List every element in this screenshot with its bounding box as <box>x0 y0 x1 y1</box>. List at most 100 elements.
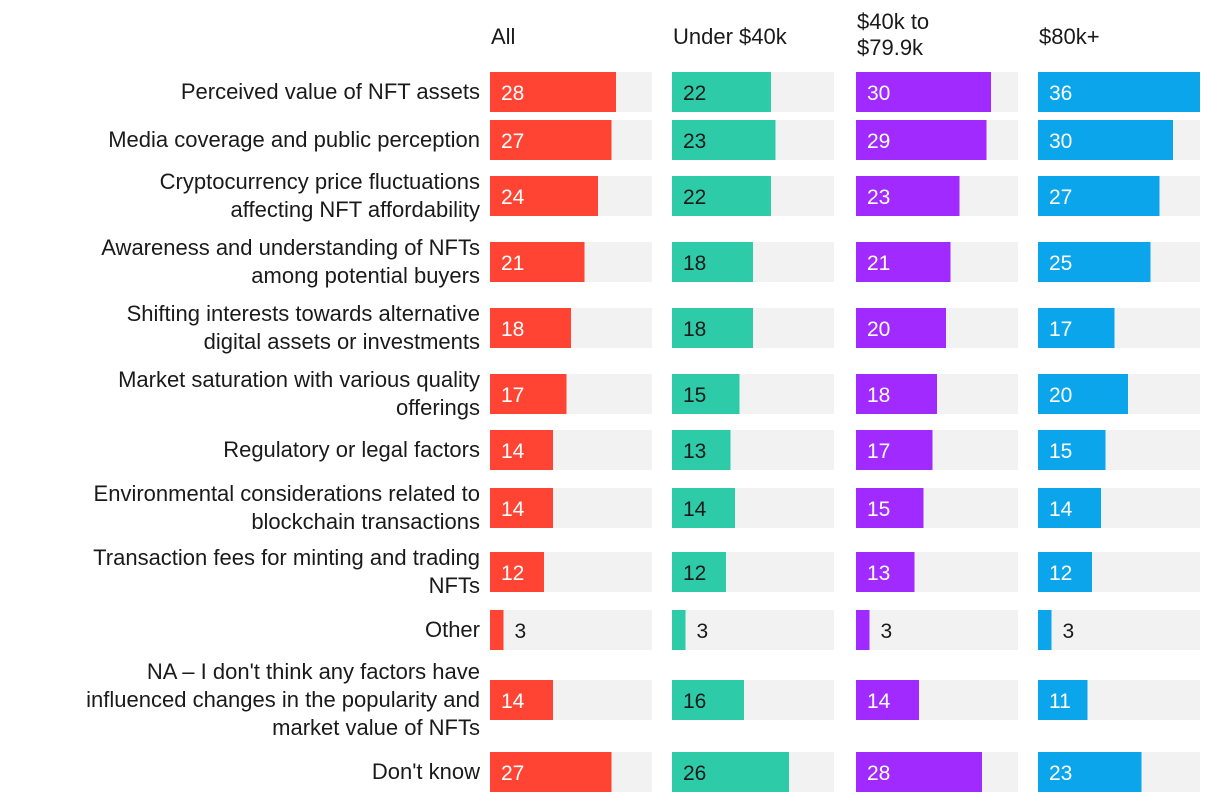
bar <box>672 242 753 282</box>
bar <box>672 680 744 720</box>
value-label: 13 <box>867 562 890 585</box>
category-label: NA – I don't think any factors have <box>147 659 480 684</box>
bar <box>490 488 553 528</box>
value-label: 20 <box>1049 384 1072 407</box>
category-label: influenced changes in the popularity and <box>86 687 480 712</box>
bars <box>490 72 1200 792</box>
category-label: Environmental considerations related to <box>94 481 480 506</box>
category-label: Other <box>425 617 480 642</box>
value-label: 29 <box>867 130 890 153</box>
bar <box>1038 374 1128 414</box>
bar <box>490 680 553 720</box>
bar <box>856 430 933 470</box>
value-label: 14 <box>501 440 525 463</box>
value-labels: 28 27 24 21 18 17 14 14 12 3 14 27 22 23 22 18 18 15 13 14 1… <box>501 82 1074 785</box>
value-label: 26 <box>683 762 706 785</box>
value-label: 12 <box>683 562 706 585</box>
bar-track <box>672 610 834 650</box>
bar <box>672 610 686 650</box>
bar <box>490 308 571 348</box>
value-label: 30 <box>1049 130 1072 153</box>
value-label: 18 <box>683 252 706 275</box>
category-label: Transaction fees for minting and trading <box>93 545 480 570</box>
category-label: Awareness and understanding of NFTs <box>101 235 480 260</box>
value-label: 30 <box>867 82 890 105</box>
category-label: Regulatory or legal factors <box>223 437 480 462</box>
bar <box>1038 488 1101 528</box>
value-label: 13 <box>683 440 706 463</box>
category-label: market value of NFTs <box>272 715 480 740</box>
value-label: 27 <box>501 130 524 153</box>
value-label: 25 <box>1049 252 1072 275</box>
column-header: $80k+ <box>1039 24 1100 49</box>
column-header: $79.9k <box>857 35 924 60</box>
column-header: $40k to <box>857 9 929 34</box>
bar <box>1038 430 1106 470</box>
bar <box>672 120 776 160</box>
bar <box>490 430 553 470</box>
bar <box>856 488 924 528</box>
value-label: 15 <box>683 384 706 407</box>
bar <box>672 374 740 414</box>
value-label: 18 <box>501 318 524 341</box>
bar <box>672 308 753 348</box>
value-label: 24 <box>501 186 525 209</box>
column-header: Under $40k <box>673 24 788 49</box>
value-label: 18 <box>867 384 890 407</box>
bar <box>672 488 735 528</box>
bar <box>1038 752 1142 792</box>
value-label: 3 <box>1063 620 1075 643</box>
value-label: 21 <box>867 252 890 275</box>
category-label: Cryptocurrency price fluctuations <box>160 169 480 194</box>
value-label: 12 <box>1049 562 1072 585</box>
bar <box>1038 552 1092 592</box>
category-labels: Perceived value of NFT assets Media cover… <box>86 79 480 784</box>
value-label: 22 <box>683 186 706 209</box>
value-label: 3 <box>697 620 709 643</box>
category-label: blockchain transactions <box>251 509 480 534</box>
column-header: All <box>491 24 515 49</box>
bar <box>490 176 598 216</box>
value-label: 3 <box>881 620 893 643</box>
bar <box>856 72 991 112</box>
bar <box>856 120 987 160</box>
column-headers: All Under $40k $40k to$79.9k $80k+ <box>491 9 1100 60</box>
category-label: affecting NFT affordability <box>231 197 480 222</box>
bar <box>856 176 960 216</box>
value-label: 17 <box>501 384 524 407</box>
value-label: 27 <box>1049 186 1072 209</box>
category-label: Media coverage and public perception <box>108 127 480 152</box>
value-label: 23 <box>867 186 890 209</box>
bar <box>856 610 870 650</box>
value-label: 3 <box>515 620 527 643</box>
bar <box>856 752 982 792</box>
value-label: 22 <box>683 82 706 105</box>
value-label: 14 <box>501 498 525 521</box>
value-label: 11 <box>1049 690 1071 713</box>
value-label: 18 <box>683 318 706 341</box>
value-label: 14 <box>867 690 891 713</box>
value-label: 15 <box>867 498 890 521</box>
value-label: 17 <box>867 440 890 463</box>
value-label: 23 <box>683 130 706 153</box>
category-label: Market saturation with various quality <box>118 367 480 392</box>
value-label: 17 <box>1049 318 1072 341</box>
bar <box>856 680 919 720</box>
bar <box>672 552 726 592</box>
bar <box>490 552 544 592</box>
value-label: 20 <box>867 318 890 341</box>
value-label: 23 <box>1049 762 1072 785</box>
bar <box>856 242 951 282</box>
category-label: Shifting interests towards alternative <box>127 301 480 326</box>
bar <box>856 374 937 414</box>
bar <box>672 430 731 470</box>
category-label: Don't know <box>372 759 480 784</box>
value-label: 36 <box>1049 82 1072 105</box>
bar <box>1038 308 1115 348</box>
value-label: 15 <box>1049 440 1072 463</box>
bar-track <box>1038 610 1200 650</box>
value-label: 16 <box>683 690 706 713</box>
value-label: 28 <box>867 762 890 785</box>
bar-track <box>490 610 652 650</box>
